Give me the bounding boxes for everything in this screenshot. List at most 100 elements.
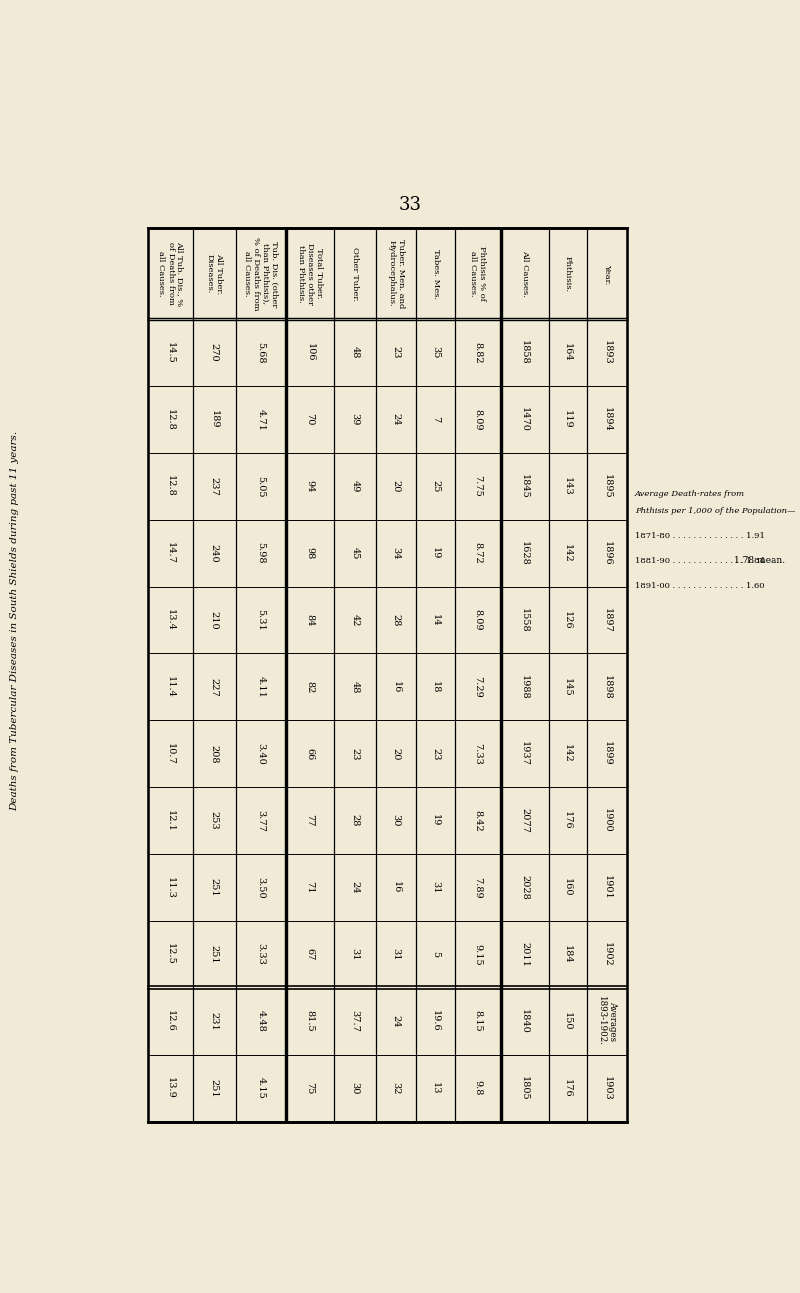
Text: 20: 20	[391, 747, 401, 760]
Text: 1894: 1894	[602, 407, 611, 432]
Text: 25: 25	[431, 480, 440, 493]
Text: 145: 145	[563, 678, 572, 696]
Text: All Causes.: All Causes.	[521, 251, 529, 297]
Text: 75: 75	[306, 1082, 314, 1094]
Bar	[148, 229, 627, 1121]
Text: 143: 143	[563, 477, 572, 495]
Text: 10.7: 10.7	[166, 743, 175, 764]
Text: 8.09: 8.09	[474, 409, 482, 431]
Text: Phthisis per 1,000 of the Population—: Phthisis per 1,000 of the Population—	[634, 507, 795, 515]
Text: Average Death-rates from: Average Death-rates from	[634, 490, 745, 498]
Text: 33: 33	[398, 197, 422, 215]
Text: 8.42: 8.42	[474, 809, 482, 831]
Text: 4.11: 4.11	[256, 676, 266, 698]
Text: 19: 19	[431, 547, 440, 560]
Text: 5.98: 5.98	[256, 543, 266, 564]
Text: 11.3: 11.3	[166, 877, 175, 899]
Text: 1558: 1558	[520, 608, 530, 632]
Text: Other Tuber.: Other Tuber.	[351, 247, 359, 301]
Text: 3.50: 3.50	[256, 877, 266, 899]
Text: 31: 31	[391, 948, 401, 961]
Text: 31: 31	[350, 948, 359, 961]
Text: 1845: 1845	[520, 475, 530, 499]
Text: 1899: 1899	[602, 741, 611, 765]
Text: 142: 142	[563, 544, 572, 562]
Text: 18: 18	[431, 680, 440, 693]
Text: 7.33: 7.33	[474, 743, 482, 764]
Text: 231: 231	[210, 1012, 219, 1031]
Text: Deaths from Tubercular Diseases in South Shields during past 11 years.: Deaths from Tubercular Diseases in South…	[10, 431, 19, 811]
Text: 2077: 2077	[520, 808, 530, 833]
Text: 106: 106	[306, 344, 314, 362]
Text: 253: 253	[210, 811, 219, 830]
Text: 237: 237	[210, 477, 219, 495]
Text: Phthisis.: Phthisis.	[564, 256, 572, 292]
Text: 1840: 1840	[520, 1009, 530, 1033]
Text: Year.: Year.	[603, 264, 611, 284]
Text: 9.8: 9.8	[474, 1081, 482, 1095]
Text: 1903: 1903	[602, 1076, 611, 1100]
Text: 251: 251	[210, 1078, 219, 1098]
Text: 31: 31	[431, 882, 440, 893]
Text: 23: 23	[431, 747, 440, 760]
Text: 48: 48	[350, 680, 359, 693]
Text: 3.40: 3.40	[256, 743, 266, 764]
Text: 1901: 1901	[602, 875, 611, 900]
Text: 270: 270	[210, 343, 219, 362]
Text: 1900: 1900	[602, 808, 611, 833]
Text: 1902: 1902	[602, 943, 611, 967]
Text: 12.8: 12.8	[166, 476, 175, 498]
Text: 4.15: 4.15	[256, 1077, 266, 1099]
Text: 35: 35	[431, 347, 440, 358]
Text: 251: 251	[210, 945, 219, 963]
Text: 30: 30	[391, 815, 401, 826]
Text: 28: 28	[350, 815, 359, 826]
Text: 48: 48	[350, 347, 359, 358]
Text: 34: 34	[391, 547, 401, 560]
Text: 4.48: 4.48	[256, 1010, 266, 1032]
Text: 1871-80 . . . . . . . . . . . . . . 1.91: 1871-80 . . . . . . . . . . . . . . 1.91	[634, 533, 765, 540]
Text: 3.77: 3.77	[256, 809, 266, 831]
Text: 176: 176	[563, 811, 572, 830]
Text: 12.6: 12.6	[166, 1010, 175, 1032]
Text: 184: 184	[563, 945, 572, 963]
Text: 189: 189	[210, 410, 219, 429]
Text: 20: 20	[391, 480, 401, 493]
Text: 14.5: 14.5	[166, 341, 175, 363]
Text: 5.31: 5.31	[256, 609, 266, 631]
Text: 8.15: 8.15	[474, 1010, 482, 1032]
Text: Phthisis % of
all Causes.: Phthisis % of all Causes.	[470, 246, 486, 301]
Text: 24: 24	[391, 1015, 401, 1028]
Text: 176: 176	[563, 1078, 572, 1098]
Text: 94: 94	[306, 480, 314, 493]
Text: 14: 14	[431, 614, 440, 626]
Text: 1628: 1628	[520, 540, 530, 565]
Text: 16: 16	[391, 680, 401, 693]
Text: 160: 160	[563, 878, 572, 897]
Text: 45: 45	[350, 547, 359, 560]
Text: 1893: 1893	[602, 340, 611, 365]
Text: 119: 119	[563, 410, 572, 429]
Text: 13: 13	[431, 1082, 440, 1094]
Text: 77: 77	[306, 815, 314, 828]
Text: 66: 66	[306, 747, 314, 760]
Text: 1891-00 . . . . . . . . . . . . . . 1.60: 1891-00 . . . . . . . . . . . . . . 1.60	[634, 582, 764, 590]
Text: 5: 5	[431, 952, 440, 957]
Text: 1470: 1470	[520, 407, 530, 432]
Text: 23: 23	[350, 747, 359, 760]
Text: 7.29: 7.29	[474, 676, 482, 698]
Text: 13.9: 13.9	[166, 1077, 175, 1099]
Text: 23: 23	[391, 347, 401, 359]
Text: 19.6: 19.6	[431, 1010, 440, 1032]
Text: All Tuber.
Diseases.: All Tuber. Diseases.	[206, 253, 223, 295]
Text: 13.4: 13.4	[166, 609, 175, 631]
Text: 12.1: 12.1	[166, 809, 175, 831]
Text: 208: 208	[210, 745, 219, 763]
Text: 30: 30	[350, 1082, 359, 1094]
Text: 1.78 mean.: 1.78 mean.	[734, 556, 785, 565]
Text: 2028: 2028	[520, 875, 530, 900]
Text: 3.33: 3.33	[256, 944, 266, 966]
Text: Total Tuber.
Diseases other
than Phthisis.: Total Tuber. Diseases other than Phthisi…	[297, 243, 323, 305]
Text: 16: 16	[391, 882, 401, 893]
Text: 24: 24	[391, 414, 401, 425]
